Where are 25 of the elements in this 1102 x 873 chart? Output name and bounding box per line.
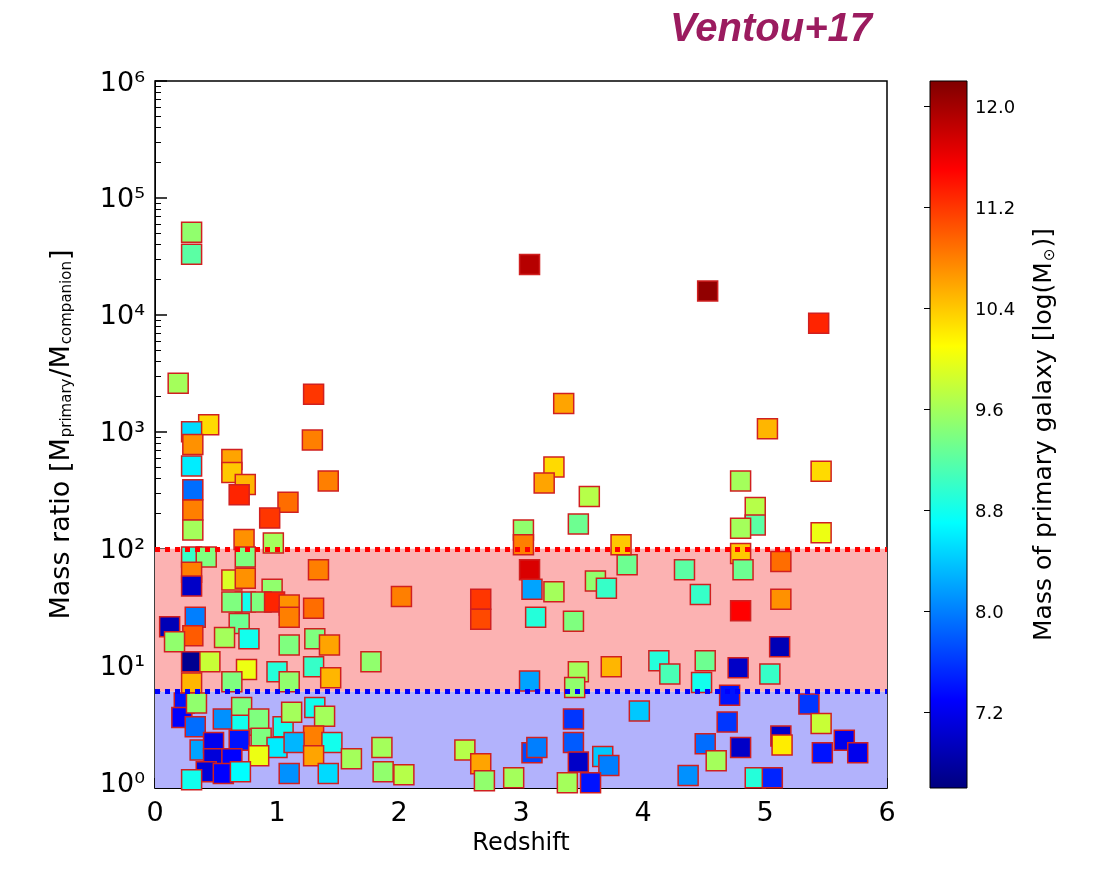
y-tick-label: 10¹: [99, 650, 145, 682]
color-bar-label: 8.8: [975, 499, 1004, 521]
y-tick-label: 10⁶: [99, 65, 145, 97]
x-tick-label: 0: [146, 796, 164, 827]
y-tick-label: 10⁵: [99, 182, 145, 214]
y-tick-label: 10⁰: [99, 767, 145, 799]
y-axis-title: Mass ratio [Mprimary/Mcompanion]: [44, 249, 75, 620]
x-tick-label: 4: [634, 796, 652, 827]
x-tick-label: 1: [268, 796, 286, 827]
color-bar-label: 8.0: [975, 600, 1004, 622]
color-bar-label: 11.2: [975, 196, 1016, 218]
color-bar-label: 7.2: [975, 701, 1004, 723]
x-tick-label: 5: [756, 796, 774, 827]
x-tick-label: 6: [878, 796, 896, 827]
y-tick-label: 10⁴: [99, 299, 145, 331]
x-axis-title: Redshift: [472, 828, 570, 856]
y-tick-label: 10²: [99, 533, 145, 565]
color-bar-label: 9.6: [975, 398, 1004, 420]
y-tick-label: 10³: [99, 416, 145, 448]
color-bar-title: Mass of primary galaxy [log(M⊙)]: [1028, 228, 1058, 641]
color-bar-label: 10.4: [975, 297, 1016, 319]
color-bar-label: 12.0: [975, 95, 1016, 117]
x-tick-label: 3: [512, 796, 530, 827]
chart-title: Ventou+17: [670, 5, 874, 49]
x-tick-label: 2: [390, 796, 408, 827]
